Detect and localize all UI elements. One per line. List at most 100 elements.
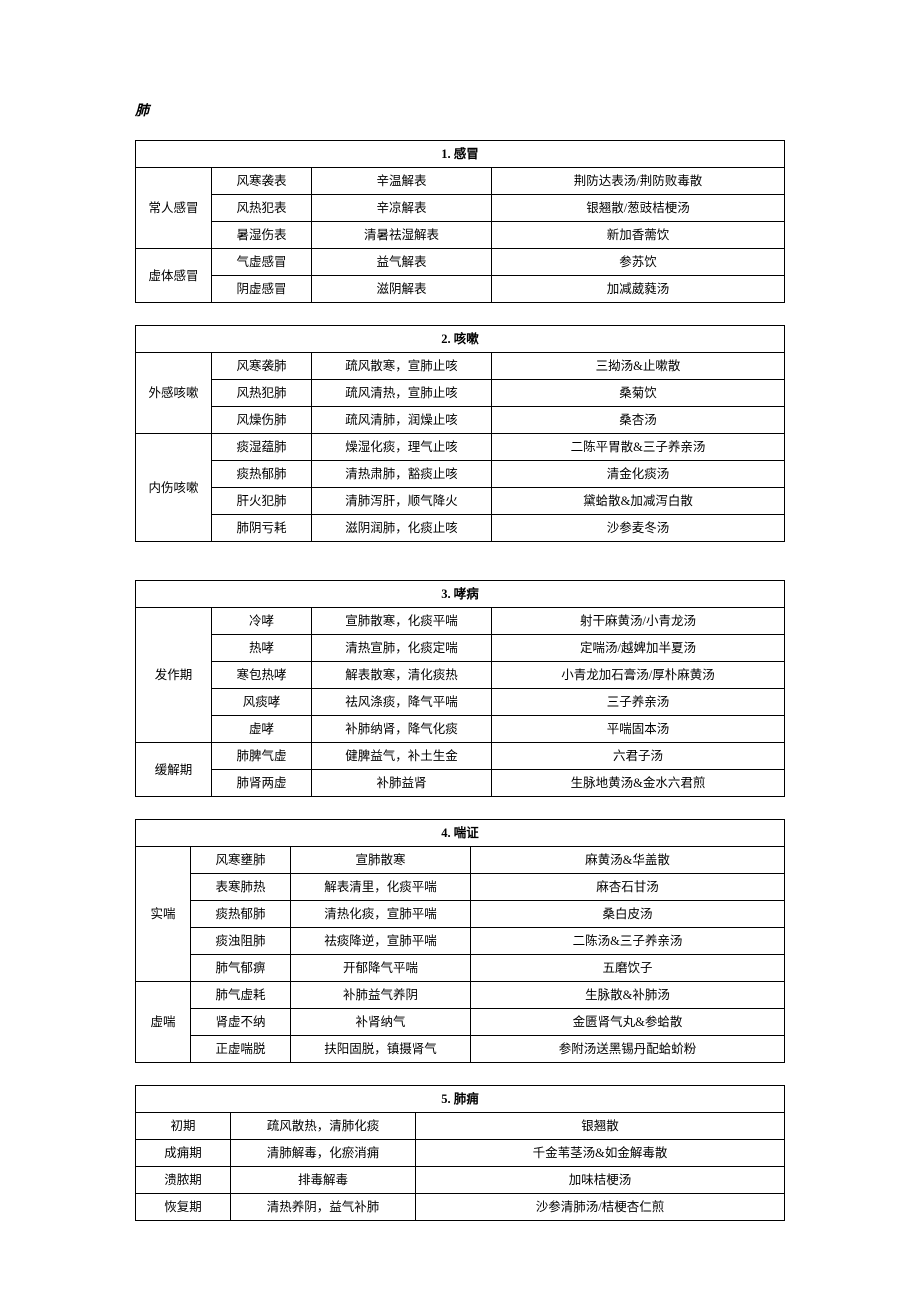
rx-cell: 定喘汤/越婢加半夏汤 [492, 635, 785, 662]
method-cell: 解表清里，化痰平喘 [291, 874, 471, 901]
rx-cell: 生脉地黄汤&金水六君煎 [492, 770, 785, 797]
type-cell: 痰浊阻肺 [191, 928, 291, 955]
type-cell: 痰湿蕴肺 [212, 434, 312, 461]
rx-cell: 银翘散/葱豉桔梗汤 [492, 195, 785, 222]
rx-cell: 加减葳蕤汤 [492, 276, 785, 303]
type-cell: 痰热郁肺 [212, 461, 312, 488]
method-cell: 补肺纳肾，降气化痰 [312, 716, 492, 743]
type-cell: 肾虚不纳 [191, 1009, 291, 1036]
method-cell: 补肺益气养阴 [291, 982, 471, 1009]
type-cell: 风痰哮 [212, 689, 312, 716]
method-cell: 祛痰降逆，宣肺平喘 [291, 928, 471, 955]
rx-cell: 金匮肾气丸&参蛤散 [471, 1009, 785, 1036]
rx-cell: 五磨饮子 [471, 955, 785, 982]
category-cell: 虚体感冒 [136, 249, 212, 303]
table-feiyong: 5. 肺痈 初期 疏风散热，清肺化痰 银翘散 成痈期 清肺解毒，化瘀消痈 千金苇… [135, 1085, 785, 1221]
method-cell: 清热养阴，益气补肺 [231, 1194, 416, 1221]
category-cell: 虚喘 [136, 982, 191, 1063]
category-cell: 常人感冒 [136, 168, 212, 249]
phase-cell: 溃脓期 [136, 1167, 231, 1194]
table-title: 3. 哮病 [136, 581, 785, 608]
category-cell: 内伤咳嗽 [136, 434, 212, 542]
method-cell: 清热化痰，宣肺平喘 [291, 901, 471, 928]
method-cell: 祛风涤痰，降气平喘 [312, 689, 492, 716]
method-cell: 健脾益气，补土生金 [312, 743, 492, 770]
category-cell: 外感咳嗽 [136, 353, 212, 434]
table-title: 5. 肺痈 [136, 1086, 785, 1113]
method-cell: 清热宣肺，化痰定喘 [312, 635, 492, 662]
category-cell: 缓解期 [136, 743, 212, 797]
table-title: 1. 感冒 [136, 141, 785, 168]
type-cell: 肺气郁痹 [191, 955, 291, 982]
rx-cell: 桑菊饮 [492, 380, 785, 407]
type-cell: 痰热郁肺 [191, 901, 291, 928]
method-cell: 疏风清热，宣肺止咳 [312, 380, 492, 407]
rx-cell: 麻杏石甘汤 [471, 874, 785, 901]
type-cell: 肺阴亏耗 [212, 515, 312, 542]
method-cell: 疏风散热，清肺化痰 [231, 1113, 416, 1140]
rx-cell: 三子养亲汤 [492, 689, 785, 716]
method-cell: 开郁降气平喘 [291, 955, 471, 982]
method-cell: 补肾纳气 [291, 1009, 471, 1036]
method-cell: 疏风清肺，润燥止咳 [312, 407, 492, 434]
rx-cell: 二陈汤&三子养亲汤 [471, 928, 785, 955]
method-cell: 益气解表 [312, 249, 492, 276]
type-cell: 肺气虚耗 [191, 982, 291, 1009]
rx-cell: 平喘固本汤 [492, 716, 785, 743]
rx-cell: 二陈平胃散&三子养亲汤 [492, 434, 785, 461]
rx-cell: 桑杏汤 [492, 407, 785, 434]
type-cell: 肺肾两虚 [212, 770, 312, 797]
rx-cell: 沙参麦冬汤 [492, 515, 785, 542]
rx-cell: 小青龙加石膏汤/厚朴麻黄汤 [492, 662, 785, 689]
type-cell: 气虚感冒 [212, 249, 312, 276]
type-cell: 暑湿伤表 [212, 222, 312, 249]
method-cell: 排毒解毒 [231, 1167, 416, 1194]
method-cell: 宣肺散寒，化痰平喘 [312, 608, 492, 635]
method-cell: 清暑祛湿解表 [312, 222, 492, 249]
type-cell: 肝火犯肺 [212, 488, 312, 515]
type-cell: 虚哮 [212, 716, 312, 743]
table-title: 4. 喘证 [136, 820, 785, 847]
method-cell: 辛凉解表 [312, 195, 492, 222]
type-cell: 风寒壅肺 [191, 847, 291, 874]
type-cell: 风寒袭肺 [212, 353, 312, 380]
rx-cell: 参附汤送黑锡丹配蛤蚧粉 [471, 1036, 785, 1063]
rx-cell: 麻黄汤&华盖散 [471, 847, 785, 874]
rx-cell: 生脉散&补肺汤 [471, 982, 785, 1009]
table-title: 2. 咳嗽 [136, 326, 785, 353]
table-chuanzheng: 4. 喘证 实喘 风寒壅肺 宣肺散寒 麻黄汤&华盖散 表寒肺热 解表清里，化痰平… [135, 819, 785, 1063]
table-xiaobing: 3. 哮病 发作期 冷哮 宣肺散寒，化痰平喘 射干麻黄汤/小青龙汤 热哮 清热宣… [135, 580, 785, 797]
rx-cell: 三拗汤&止嗽散 [492, 353, 785, 380]
type-cell: 正虚喘脱 [191, 1036, 291, 1063]
rx-cell: 桑白皮汤 [471, 901, 785, 928]
rx-cell: 新加香薷饮 [492, 222, 785, 249]
type-cell: 冷哮 [212, 608, 312, 635]
method-cell: 辛温解表 [312, 168, 492, 195]
method-cell: 滋阴解表 [312, 276, 492, 303]
method-cell: 补肺益肾 [312, 770, 492, 797]
method-cell: 清热肃肺，豁痰止咳 [312, 461, 492, 488]
rx-cell: 清金化痰汤 [492, 461, 785, 488]
section-title: 肺 [135, 100, 785, 120]
phase-cell: 成痈期 [136, 1140, 231, 1167]
method-cell: 清肺解毒，化瘀消痈 [231, 1140, 416, 1167]
rx-cell: 加味桔梗汤 [416, 1167, 785, 1194]
method-cell: 疏风散寒，宣肺止咳 [312, 353, 492, 380]
phase-cell: 恢复期 [136, 1194, 231, 1221]
rx-cell: 千金苇茎汤&如金解毒散 [416, 1140, 785, 1167]
type-cell: 风寒袭表 [212, 168, 312, 195]
type-cell: 肺脾气虚 [212, 743, 312, 770]
rx-cell: 射干麻黄汤/小青龙汤 [492, 608, 785, 635]
rx-cell: 荆防达表汤/荆防败毒散 [492, 168, 785, 195]
method-cell: 清肺泻肝，顺气降火 [312, 488, 492, 515]
method-cell: 扶阳固脱，镇摄肾气 [291, 1036, 471, 1063]
rx-cell: 黛蛤散&加减泻白散 [492, 488, 785, 515]
category-cell: 实喘 [136, 847, 191, 982]
category-cell: 发作期 [136, 608, 212, 743]
type-cell: 风热犯表 [212, 195, 312, 222]
type-cell: 风燥伤肺 [212, 407, 312, 434]
rx-cell: 六君子汤 [492, 743, 785, 770]
rx-cell: 参苏饮 [492, 249, 785, 276]
table-kesou: 2. 咳嗽 外感咳嗽 风寒袭肺 疏风散寒，宣肺止咳 三拗汤&止嗽散 风热犯肺 疏… [135, 325, 785, 542]
rx-cell: 沙参清肺汤/桔梗杏仁煎 [416, 1194, 785, 1221]
